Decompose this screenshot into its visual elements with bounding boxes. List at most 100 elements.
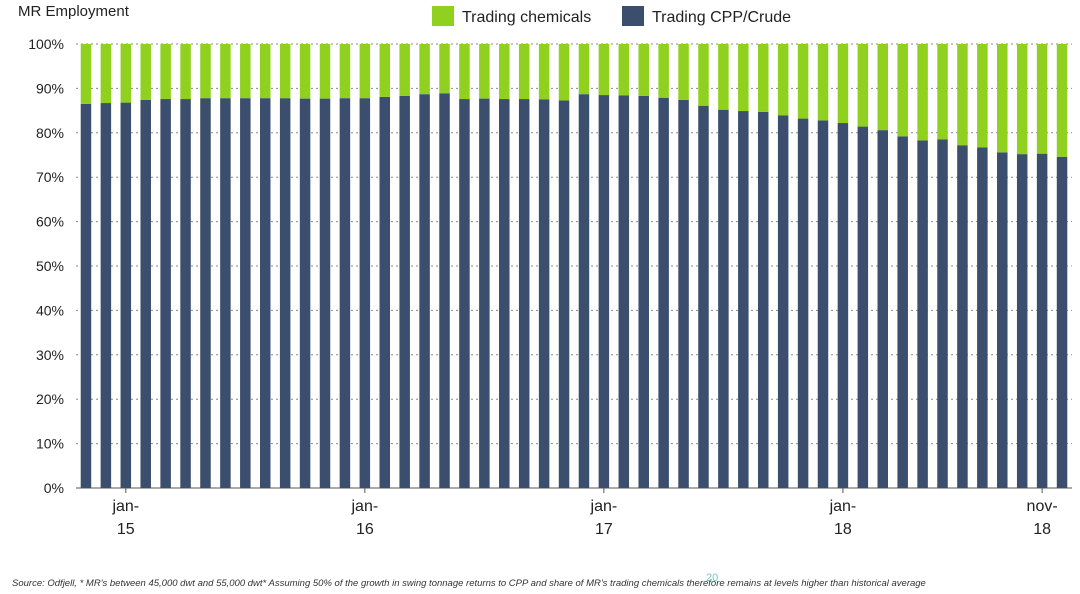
- bar-trading-chemicals: [419, 44, 430, 95]
- bar-cpp-crude: [419, 94, 430, 488]
- bar-trading-chemicals: [259, 44, 271, 99]
- bar-trading-chemicals: [857, 44, 869, 127]
- bar-cpp-crude: [160, 99, 171, 488]
- y-tick-label: 100%: [28, 36, 64, 52]
- bar-cpp-crude: [598, 95, 610, 488]
- bar-trading-chemicals: [538, 44, 550, 100]
- bar-trading-chemicals: [897, 44, 908, 137]
- bar-trading-chemicals: [957, 44, 968, 146]
- chart-title: MR Employment: [18, 3, 130, 20]
- bar-cpp-crude: [499, 99, 510, 488]
- bar-cpp-crude: [837, 123, 849, 489]
- bar-trading-chemicals: [1036, 44, 1048, 154]
- bar-trading-chemicals: [518, 44, 530, 100]
- bar-cpp-crude: [738, 111, 749, 488]
- bar-trading-chemicals: [917, 44, 928, 141]
- bar-cpp-crude: [658, 97, 669, 488]
- y-tick-label: 20%: [36, 391, 64, 407]
- bar-cpp-crude: [379, 96, 391, 488]
- bar-trading-chemicals: [977, 44, 988, 148]
- bar-trading-chemicals: [738, 44, 749, 112]
- bar-cpp-crude: [459, 99, 470, 488]
- bar-trading-chemicals: [718, 44, 729, 110]
- bar-cpp-crude: [797, 118, 809, 488]
- legend-label-cpp-crude: Trading CPP/Crude: [652, 9, 791, 26]
- bar-cpp-crude: [538, 99, 550, 488]
- y-tick-label: 70%: [36, 169, 64, 185]
- bar-trading-chemicals: [558, 44, 570, 101]
- x-tick-label-line2: 15: [117, 521, 135, 538]
- bar-cpp-crude: [339, 98, 351, 488]
- bar-cpp-crude: [279, 98, 291, 488]
- legend-swatch-trading-chemicals: [432, 6, 454, 26]
- bar-trading-chemicals: [240, 44, 251, 99]
- bar-trading-chemicals: [578, 44, 590, 95]
- x-tick-label-line2: 18: [1033, 521, 1051, 538]
- bar-cpp-crude: [518, 99, 530, 488]
- bar-cpp-crude: [80, 103, 92, 488]
- bar-trading-chemicals: [698, 44, 709, 106]
- x-tick-label-line1: jan-: [111, 498, 139, 515]
- y-tick-label: 10%: [36, 436, 64, 452]
- bar-trading-chemicals: [837, 44, 849, 124]
- bar-trading-chemicals: [339, 44, 351, 99]
- bar-cpp-crude: [897, 136, 908, 489]
- bar-trading-chemicals: [459, 44, 470, 100]
- bar-cpp-crude: [259, 98, 271, 488]
- bar-trading-chemicals: [937, 44, 948, 140]
- x-tick-label-line1: jan-: [350, 498, 378, 515]
- bar-cpp-crude: [718, 109, 729, 488]
- bar-cpp-crude: [1036, 153, 1048, 488]
- bar-trading-chemicals: [140, 44, 151, 100]
- bar-cpp-crude: [977, 147, 988, 488]
- legend-swatch-cpp-crude: [622, 6, 644, 26]
- y-tick-label: 80%: [36, 125, 64, 141]
- bar-cpp-crude: [240, 98, 251, 488]
- bar-cpp-crude: [180, 99, 191, 488]
- bar-cpp-crude: [558, 100, 570, 488]
- bar-cpp-crude: [1056, 156, 1068, 488]
- x-tick-label-line1: jan-: [829, 498, 857, 515]
- bar-cpp-crude: [638, 95, 649, 488]
- bar-cpp-crude: [359, 98, 371, 488]
- bar-trading-chemicals: [1016, 44, 1028, 155]
- bar-trading-chemicals: [757, 44, 769, 112]
- bar-trading-chemicals: [817, 44, 829, 121]
- bar-trading-chemicals: [797, 44, 809, 119]
- bar-cpp-crude: [140, 99, 151, 488]
- bar-cpp-crude: [578, 94, 590, 488]
- y-tick-label: 50%: [36, 258, 64, 274]
- bar-trading-chemicals: [160, 44, 171, 100]
- bar-trading-chemicals: [120, 44, 132, 103]
- bar-trading-chemicals: [220, 44, 231, 99]
- bar-trading-chemicals: [658, 44, 669, 98]
- bar-cpp-crude: [399, 95, 410, 488]
- bar-cpp-crude: [299, 98, 311, 488]
- bar-trading-chemicals: [279, 44, 291, 99]
- y-tick-label: 90%: [36, 80, 64, 96]
- x-tick-label-line2: 17: [595, 521, 613, 538]
- bar-cpp-crude: [220, 98, 231, 488]
- bar-trading-chemicals: [399, 44, 410, 96]
- bar-trading-chemicals: [1056, 44, 1068, 157]
- bar-cpp-crude: [319, 98, 331, 488]
- y-tick-label: 40%: [36, 302, 64, 318]
- source-footnote: Source: Odfjell, * MR's between 45,000 d…: [12, 578, 926, 589]
- bar-trading-chemicals: [618, 44, 630, 96]
- legend-label-trading-chemicals: Trading chemicals: [462, 9, 591, 26]
- x-tick-label-line1: nov-: [1027, 498, 1058, 515]
- bar-cpp-crude: [917, 140, 928, 488]
- bar-cpp-crude: [200, 98, 211, 488]
- y-tick-label: 0%: [44, 480, 64, 496]
- bar-cpp-crude: [877, 130, 889, 489]
- bar-trading-chemicals: [379, 44, 391, 97]
- bar-cpp-crude: [698, 105, 709, 488]
- bar-cpp-crude: [479, 98, 490, 488]
- bar-cpp-crude: [120, 102, 132, 488]
- bar-cpp-crude: [100, 103, 112, 488]
- bar-trading-chemicals: [479, 44, 490, 99]
- bar-cpp-crude: [777, 115, 789, 488]
- page-number: 20: [706, 572, 719, 584]
- bar-trading-chemicals: [359, 44, 371, 99]
